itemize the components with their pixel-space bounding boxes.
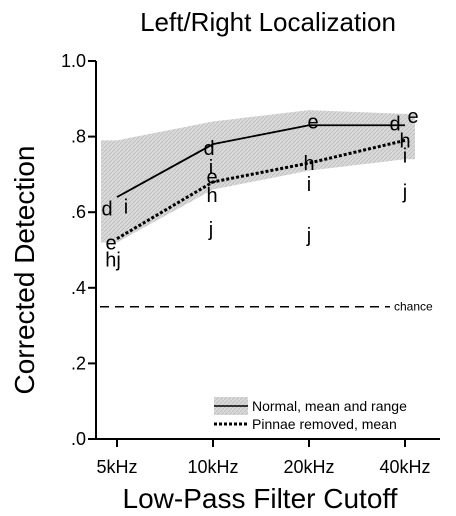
point-label: i (209, 157, 213, 179)
point-label: j (402, 181, 407, 203)
point-label: h (303, 153, 314, 175)
y-tick-label: .0 (71, 429, 86, 449)
point-label: h (206, 185, 217, 207)
x-axis-label: Low-Pass Filter Cutoff (123, 483, 398, 514)
point-label: e (206, 166, 217, 188)
point-label: e (105, 232, 116, 254)
point-label: hj (105, 249, 121, 271)
point-label: j (208, 219, 213, 241)
legend-label-normal: Normal, mean and range (252, 398, 407, 414)
range-band (101, 110, 415, 243)
y-axis-label: Corrected Detection (9, 145, 40, 394)
x-tick-label: 40kHz (379, 457, 430, 477)
y-tick-label: .8 (71, 127, 86, 147)
point-label: h (399, 130, 410, 152)
point-label: i (124, 197, 128, 219)
chance-label: chance (394, 300, 433, 314)
series-pinnae-line (116, 138, 406, 240)
point-label: i (307, 174, 311, 196)
y-tick-label: .6 (71, 202, 86, 222)
y-tick-label: .4 (71, 278, 86, 298)
point-label: d (203, 138, 214, 160)
point-label: j (306, 225, 311, 247)
point-label: e (407, 106, 418, 128)
x-tick-label: 20kHz (283, 457, 334, 477)
legend-label-pinnae: Pinnae removed, mean (252, 416, 397, 432)
chart-title: Left/Right Localization (140, 7, 396, 37)
y-tick-label: .2 (71, 353, 86, 373)
point-label: d (101, 198, 112, 220)
x-tick-label: 5kHz (96, 457, 137, 477)
point-label: e (307, 111, 318, 133)
series-normal-line (116, 124, 405, 198)
x-tick-label: 10kHz (187, 457, 238, 477)
legend: Normal, mean and range Pinnae removed, me… (214, 397, 407, 432)
point-label: d (389, 113, 400, 135)
point-label: i (403, 146, 407, 168)
y-tick-label: 1.0 (61, 51, 86, 71)
